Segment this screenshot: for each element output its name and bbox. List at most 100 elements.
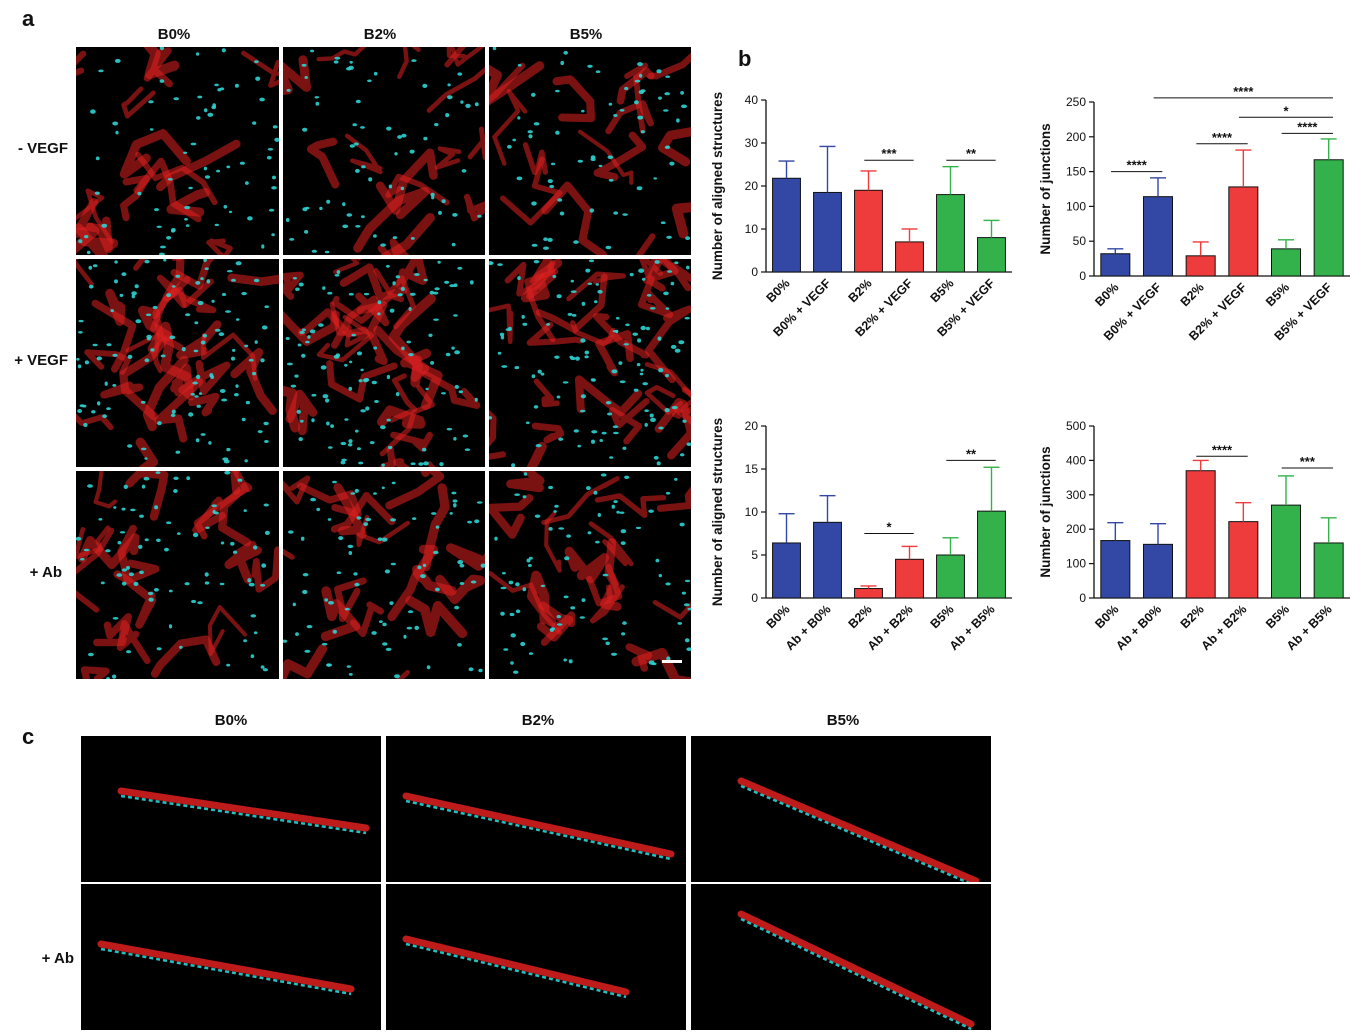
bar bbox=[895, 558, 924, 599]
y-tick-label: 100 bbox=[1066, 557, 1086, 571]
cross-section-tile bbox=[691, 884, 991, 1030]
y-tick-label: 400 bbox=[1066, 453, 1086, 467]
y-tick-label: 250 bbox=[1066, 95, 1086, 109]
bar bbox=[1100, 540, 1131, 599]
category-label: B2% bbox=[1178, 602, 1207, 631]
panel-a-column-label-b5: B5% bbox=[569, 26, 603, 43]
category-label: Ab + B0% bbox=[1113, 602, 1164, 653]
bar bbox=[1270, 504, 1302, 599]
bar bbox=[854, 588, 883, 599]
micrograph-tile bbox=[489, 47, 691, 255]
category-label: B0% bbox=[1092, 280, 1121, 309]
y-tick-label: 0 bbox=[1079, 591, 1086, 605]
panel-c-column-label-b0: B0% bbox=[214, 712, 248, 729]
micrograph-tile bbox=[76, 47, 279, 255]
panel-c-column-label-b5: B5% bbox=[826, 712, 860, 729]
significance-label: **** bbox=[1212, 130, 1233, 145]
y-tick-label: 150 bbox=[1066, 165, 1086, 179]
y-tick-label: 15 bbox=[745, 462, 759, 476]
category-label: B5% bbox=[1263, 280, 1292, 309]
panel-a-letter: a bbox=[22, 6, 35, 31]
bar bbox=[813, 521, 842, 599]
y-axis-label: Number of junctions bbox=[1038, 446, 1053, 577]
category-label: B5% bbox=[1263, 602, 1292, 631]
significance-label: **** bbox=[1212, 442, 1233, 457]
chart-junctions-ab: 0 100 200 300 400 500 Number of junctions B0% Ab… bbox=[1032, 408, 1362, 680]
category-label: B5% bbox=[928, 276, 957, 305]
category-label: B2% bbox=[1178, 280, 1207, 309]
panel-c-row-label-plus-ab: + Ab bbox=[41, 950, 74, 967]
bar bbox=[1270, 248, 1302, 277]
bar bbox=[1185, 255, 1216, 277]
micrograph-tile bbox=[489, 471, 691, 679]
panel-a-row-label-plus-ab: + Ab bbox=[29, 564, 62, 581]
bar bbox=[977, 510, 1006, 599]
cross-section-tile bbox=[81, 736, 381, 882]
micrograph-tile bbox=[489, 259, 691, 467]
y-tick-label: 200 bbox=[1066, 522, 1086, 536]
micrograph-tile bbox=[76, 259, 279, 467]
significance-label: * bbox=[886, 520, 892, 535]
y-tick-label: 300 bbox=[1066, 488, 1086, 502]
y-tick-label: 40 bbox=[745, 93, 759, 107]
category-label: B0% bbox=[764, 276, 793, 305]
panel-c-column-label-b2: B2% bbox=[521, 712, 555, 729]
micrograph-tile bbox=[283, 47, 485, 255]
panel-a-row-label-plus-vegf: + VEGF bbox=[14, 352, 68, 369]
y-tick-label: 10 bbox=[745, 222, 759, 236]
y-tick-label: 30 bbox=[745, 136, 759, 150]
y-tick-label: 5 bbox=[751, 548, 758, 562]
bar bbox=[854, 189, 883, 273]
panel-a-column-label-b2: B2% bbox=[363, 26, 397, 43]
bar bbox=[1228, 186, 1259, 277]
bar bbox=[936, 554, 965, 599]
y-axis-label: Number of aligned structures bbox=[710, 418, 725, 606]
bar bbox=[936, 194, 965, 273]
significance-label: ** bbox=[966, 146, 977, 161]
y-tick-label: 20 bbox=[745, 179, 759, 193]
bar bbox=[1142, 543, 1174, 599]
bar bbox=[977, 237, 1006, 273]
bar bbox=[1313, 542, 1344, 599]
y-axis-label: Number of aligned structures bbox=[710, 92, 725, 280]
bar bbox=[1100, 253, 1131, 277]
y-tick-label: 0 bbox=[1079, 269, 1086, 283]
category-label: B2% bbox=[846, 276, 875, 305]
y-tick-label: 500 bbox=[1066, 419, 1086, 433]
scale-bar bbox=[662, 660, 682, 663]
category-label: Ab + B2% bbox=[1199, 602, 1250, 653]
y-tick-label: 0 bbox=[751, 265, 758, 279]
micrograph-tile bbox=[76, 471, 279, 679]
y-axis-label: Number of junctions bbox=[1038, 123, 1053, 254]
bar bbox=[772, 542, 801, 599]
significance-label: *** bbox=[881, 146, 897, 161]
bar bbox=[1185, 470, 1216, 599]
chart-junctions-vegf: 0 50 100 150 200 250 Number of junctions B0% B0%… bbox=[1032, 82, 1362, 372]
category-label: Ab + B5% bbox=[1284, 602, 1335, 653]
y-tick-label: 200 bbox=[1066, 130, 1086, 144]
cross-section-tile bbox=[81, 884, 381, 1030]
panel-c-letter: c bbox=[22, 724, 35, 749]
cross-section-tile bbox=[691, 736, 991, 882]
panel-a-column-label-b0: B0% bbox=[157, 26, 191, 43]
micrograph-tile bbox=[283, 471, 485, 679]
significance-label: * bbox=[1283, 103, 1289, 118]
chart-aligned-ab: 0 5 10 15 20 Number of aligned structures B0% A… bbox=[704, 408, 1020, 680]
chart-aligned-vegf: 0 10 20 30 40 Number of aligned structures B0%… bbox=[704, 82, 1020, 372]
bar bbox=[1228, 521, 1259, 599]
category-label: B5% bbox=[928, 602, 957, 631]
category-label: B2% bbox=[846, 602, 875, 631]
panel-a-row-label-minus-vegf: - VEGF bbox=[17, 140, 68, 157]
bar bbox=[813, 191, 842, 273]
significance-label: **** bbox=[1297, 119, 1318, 134]
significance-label: **** bbox=[1233, 84, 1254, 99]
bar bbox=[1313, 159, 1344, 277]
y-tick-label: 100 bbox=[1066, 199, 1086, 213]
y-tick-label: 50 bbox=[1073, 234, 1087, 248]
micrograph-tile bbox=[283, 259, 485, 467]
y-tick-label: 10 bbox=[745, 505, 759, 519]
category-label: B0% bbox=[764, 602, 793, 631]
bar bbox=[895, 241, 924, 273]
category-label: B0% bbox=[1092, 602, 1121, 631]
y-tick-label: 0 bbox=[751, 591, 758, 605]
